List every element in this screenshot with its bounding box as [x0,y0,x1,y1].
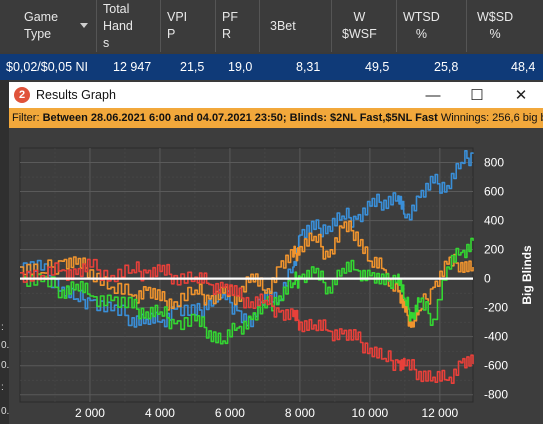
y-tick-label: 400 [484,214,504,228]
column-header-pfr[interactable]: PF R [216,0,260,52]
chevron-down-icon[interactable] [80,23,88,28]
stats-table-header: Game Type Total Hand s VPI P PF R 3Bet W… [0,0,543,52]
column-header-wtsd[interactable]: WTSD % [397,0,467,52]
app-logo-icon: 2 [14,87,30,103]
x-tick-label: 2 000 [75,406,105,420]
filter-label: Filter: [12,112,40,124]
column-header-game-type[interactable]: Game Type [0,0,97,52]
x-tick-label: 4 000 [145,406,175,420]
x-tick-label: 8 000 [285,406,315,420]
cell-total-hands: 12 947 [113,60,152,74]
window-title: Results Graph [36,88,116,102]
y-tick-label: -800 [484,388,508,402]
background-text: : [1,382,4,393]
column-header-label: W$SD % [477,10,514,41]
background-text: : [1,322,4,333]
y-tick-label: 800 [484,156,504,170]
column-header-wsd[interactable]: W$SD % [467,0,543,52]
background-column: : 0. 0. : 0. [0,80,9,424]
y-tick-label: 0 [484,272,491,286]
window-titlebar[interactable]: 2 Results Graph — ☐ ✕ [9,82,543,108]
series-line [20,258,474,384]
y-axis-ticks: 800 600 400 200 0 -200 -400 -600 -800 [484,156,508,402]
results-graph-window: 2 Results Graph — ☐ ✕ Filter: Between 28… [9,82,543,424]
background-text: 0. [1,360,10,371]
cell-3bet: 8,31 [296,60,321,74]
cell-wsd: 48,4 [511,60,536,74]
column-header-label: 3Bet [270,18,296,33]
filter-bar[interactable]: Filter: Between 28.06.2021 6:00 and 04.0… [9,108,543,128]
column-header-wwsf[interactable]: W $WSF [332,0,397,52]
background-text: 0. [1,340,10,351]
y-tick-label: -600 [484,359,508,373]
column-header-label: Game Type [24,10,59,41]
series-line [20,237,474,345]
cell-pfr: 19,0 [228,60,253,74]
x-tick-label: 6 000 [215,406,245,420]
minimize-button[interactable]: — [425,86,441,104]
y-axis-label: Big Blinds [520,245,534,305]
table-row[interactable]: $0,02/$0,05 NI 12 947 21,5 19,0 8,31 49,… [0,54,543,80]
x-tick-label: 10 000 [352,406,389,420]
x-axis-ticks: 2 000 4 000 6 000 8 000 10 000 12 000 [75,406,459,420]
column-header-label: PF R [222,10,238,41]
column-header-vpip[interactable]: VPI P [161,0,216,52]
cell-wwsf: 49,5 [365,60,390,74]
results-graph-chart[interactable]: 800 600 400 200 0 -200 -400 -600 -800 2 000 4 000… [9,128,543,424]
cell-vpip: 21,5 [180,60,205,74]
series-lines [20,150,474,384]
close-button[interactable]: ✕ [514,87,528,104]
column-header-label: W $WSF [342,10,377,41]
column-header-total-hands[interactable]: Total Hand s [97,0,161,52]
maximize-button[interactable]: ☐ [470,87,484,104]
cell-wtsd: 25,8 [434,60,459,74]
column-header-label: VPI P [167,10,188,41]
x-tick-label: 12 000 [422,406,459,420]
y-tick-label: -400 [484,330,508,344]
cell-game-type: $0,02/$0,05 NI [6,60,89,74]
y-tick-label: -200 [484,301,508,315]
column-header-label: WTSD % [403,10,440,41]
column-header-3bet[interactable]: 3Bet [260,0,332,52]
column-header-label: Total Hand s [103,1,133,50]
filter-date-range: Between 28.06.2021 6:00 and 04.07.2021 2… [42,112,287,124]
filter-blinds: Blinds: $2NL Fast,$5NL Fast [289,112,438,124]
y-tick-label: 200 [484,243,504,257]
y-tick-label: 600 [484,185,504,199]
filter-winnings: Winnings: 256,6 big blind [440,112,543,124]
background-text: 0. [1,406,10,417]
